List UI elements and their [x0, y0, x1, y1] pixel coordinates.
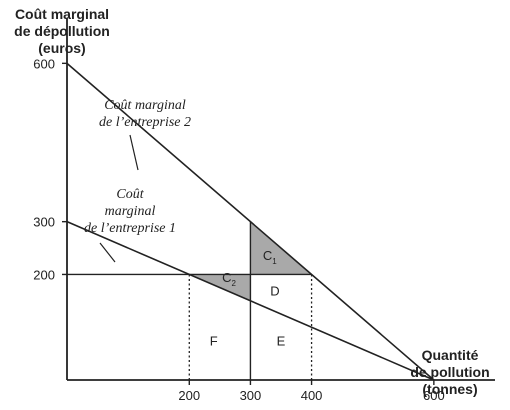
x-tick-label-400: 400	[301, 388, 323, 403]
cost-curve-firm-2	[66, 62, 435, 381]
curve-label-line: de l’entreprise 2	[99, 115, 191, 130]
cost-curves	[66, 62, 435, 381]
x-tick-label-200: 200	[178, 388, 200, 403]
y-axis-title-line: Coût marginal	[15, 6, 109, 22]
curve-label-line: marginal	[105, 204, 156, 219]
cost-curve-firm-1	[66, 220, 435, 381]
curve-leader-line	[99, 242, 116, 263]
x-axis-title: Quantité de pollution (tonnes)	[410, 347, 489, 397]
y-tick-label-200: 200	[33, 267, 55, 282]
x-axis-title-line: de pollution	[410, 364, 489, 380]
region-label-subscript: 2	[232, 279, 237, 288]
curve-label-line: de l’entreprise 1	[84, 221, 176, 236]
curve-leader-line	[129, 134, 139, 171]
region-label-f: F	[210, 333, 218, 348]
region-label-letter: C	[263, 248, 272, 263]
y-tick-label-300: 300	[33, 215, 55, 230]
x-axis-title-line: (tonnes)	[422, 381, 477, 397]
y-axis-title: Coût marginal de dépollution (euros)	[14, 6, 110, 56]
curve-label-line: Coût marginal	[104, 98, 186, 113]
y-tick-label-600: 600	[33, 56, 55, 71]
curve-label-firm-2: Coût marginal de l’entreprise 2	[99, 98, 191, 130]
curve-label-firm-1: Coût marginal de l’entreprise 1	[84, 187, 176, 236]
region-label-letter: C	[222, 270, 231, 285]
region-label-e: E	[277, 333, 286, 348]
y-axis-title-line: (euros)	[38, 40, 85, 56]
x-axis-title-line: Quantité	[422, 347, 479, 363]
y-axis-title-line: de dépollution	[14, 23, 110, 39]
axes: 200 300 600 200 300 400 600	[33, 18, 495, 403]
x-tick-label-600: 600	[423, 388, 445, 403]
region-label-d: D	[270, 283, 279, 298]
region-label-c1: C1	[263, 248, 277, 266]
x-tick-label-300: 300	[240, 388, 262, 403]
curve-label-line: Coût	[116, 187, 144, 202]
chart-labels: Coût marginal de dépollution (euros)Quanti…	[14, 6, 489, 397]
region-label-subscript: 1	[272, 257, 277, 266]
region-label-c2: C2	[222, 270, 236, 288]
